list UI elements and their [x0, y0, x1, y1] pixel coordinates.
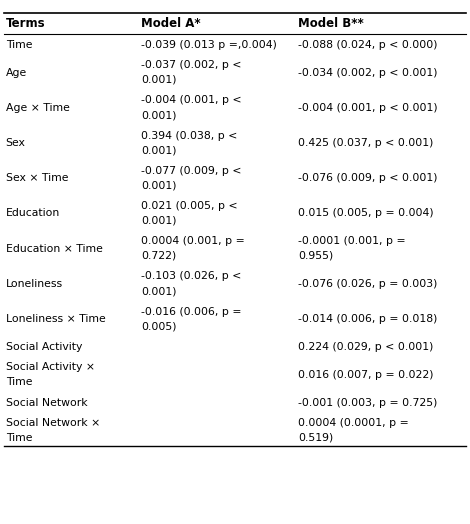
Text: -0.037 (0.002, p <: -0.037 (0.002, p < [141, 60, 242, 70]
Text: -0.034 (0.002, p < 0.001): -0.034 (0.002, p < 0.001) [298, 68, 438, 78]
Text: 0.722): 0.722) [141, 251, 176, 261]
Text: Time: Time [6, 40, 32, 50]
Text: -0.0001 (0.001, p =: -0.0001 (0.001, p = [298, 236, 406, 246]
Text: 0.0004 (0.001, p =: 0.0004 (0.001, p = [141, 236, 245, 246]
Text: Age: Age [6, 68, 27, 78]
Text: Sex × Time: Sex × Time [6, 173, 68, 183]
Text: Sex: Sex [6, 138, 25, 148]
Text: Social Activity: Social Activity [6, 342, 82, 352]
Text: 0.021 (0.005, p <: 0.021 (0.005, p < [141, 201, 238, 211]
Text: Social Network ×: Social Network × [6, 418, 100, 428]
Text: -0.039 (0.013 p =,0.004): -0.039 (0.013 p =,0.004) [141, 40, 277, 50]
Text: 0.394 (0.038, p <: 0.394 (0.038, p < [141, 130, 237, 140]
Text: Model B**: Model B** [298, 17, 364, 30]
Text: -0.088 (0.024, p < 0.000): -0.088 (0.024, p < 0.000) [298, 40, 438, 50]
Text: -0.001 (0.003, p = 0.725): -0.001 (0.003, p = 0.725) [298, 398, 438, 408]
Text: Terms: Terms [6, 17, 45, 30]
Text: 0.001): 0.001) [141, 180, 177, 191]
Text: Time: Time [6, 377, 32, 387]
Text: 0.001): 0.001) [141, 286, 177, 296]
Text: -0.076 (0.026, p = 0.003): -0.076 (0.026, p = 0.003) [298, 279, 438, 289]
Text: Education × Time: Education × Time [6, 244, 102, 254]
Text: -0.004 (0.001, p < 0.001): -0.004 (0.001, p < 0.001) [298, 103, 438, 113]
Text: 0.001): 0.001) [141, 75, 177, 85]
Text: 0.001): 0.001) [141, 110, 177, 120]
Text: -0.004 (0.001, p <: -0.004 (0.001, p < [141, 95, 242, 105]
Text: 0.005): 0.005) [141, 321, 177, 331]
Text: Loneliness: Loneliness [6, 279, 63, 289]
Text: -0.014 (0.006, p = 0.018): -0.014 (0.006, p = 0.018) [298, 314, 438, 324]
Text: Age × Time: Age × Time [6, 103, 70, 113]
Text: -0.076 (0.009, p < 0.001): -0.076 (0.009, p < 0.001) [298, 173, 438, 183]
Text: 0.519): 0.519) [298, 433, 334, 443]
Text: 0.001): 0.001) [141, 216, 177, 226]
Text: -0.103 (0.026, p <: -0.103 (0.026, p < [141, 271, 242, 281]
Text: 0.224 (0.029, p < 0.001): 0.224 (0.029, p < 0.001) [298, 342, 434, 352]
Text: 0.001): 0.001) [141, 145, 177, 155]
Text: 0.016 (0.007, p = 0.022): 0.016 (0.007, p = 0.022) [298, 370, 434, 380]
Text: 0.425 (0.037, p < 0.001): 0.425 (0.037, p < 0.001) [298, 138, 434, 148]
Text: Social Network: Social Network [6, 398, 87, 408]
Text: Time: Time [6, 433, 32, 443]
Text: Loneliness × Time: Loneliness × Time [6, 314, 105, 324]
Text: Social Activity ×: Social Activity × [6, 363, 94, 373]
Text: 0.0004 (0.0001, p =: 0.0004 (0.0001, p = [298, 418, 409, 428]
Text: -0.016 (0.006, p =: -0.016 (0.006, p = [141, 307, 242, 316]
Text: 0.015 (0.005, p = 0.004): 0.015 (0.005, p = 0.004) [298, 209, 434, 219]
Text: -0.077 (0.009, p <: -0.077 (0.009, p < [141, 166, 242, 176]
Text: 0.955): 0.955) [298, 251, 334, 261]
Text: Model A*: Model A* [141, 17, 201, 30]
Text: Education: Education [6, 209, 60, 219]
